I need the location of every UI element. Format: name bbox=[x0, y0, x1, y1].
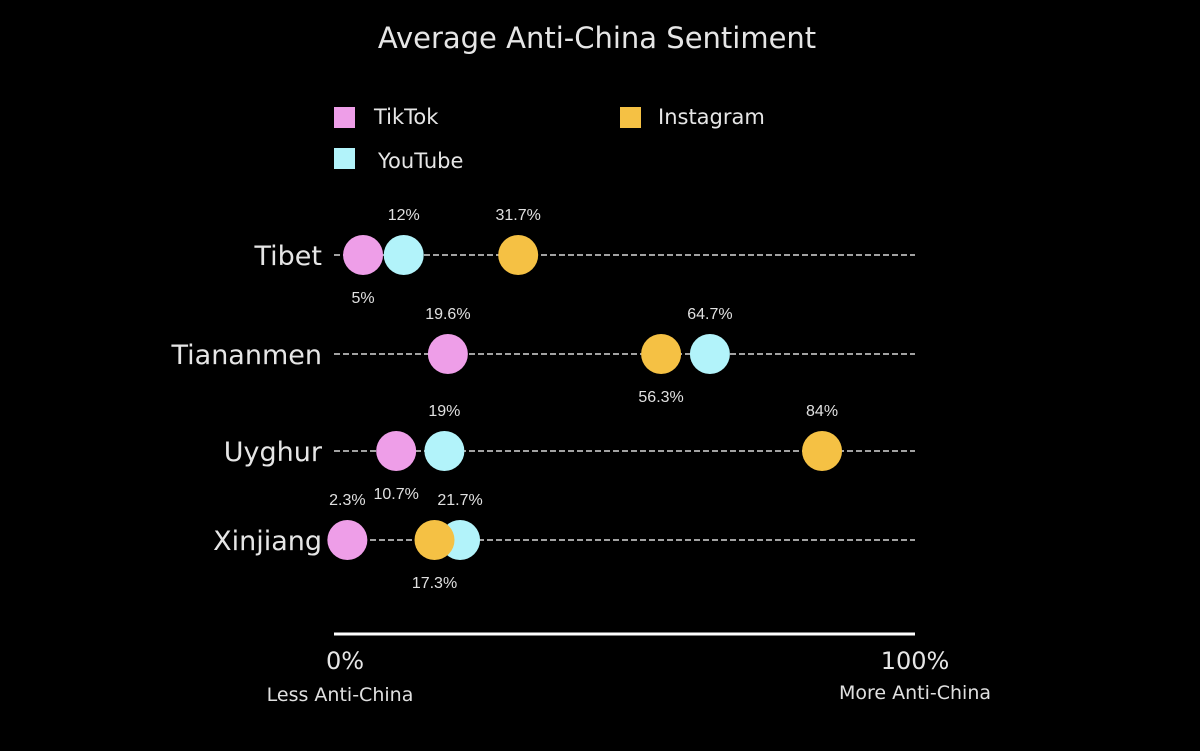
data-label-tiktok-uyghur: 10.7% bbox=[373, 486, 418, 503]
legend: TikTok Instagram YouTube bbox=[334, 105, 765, 173]
data-label-tiktok-tiananmen: 19.6% bbox=[425, 306, 470, 323]
dot-youtube-tiananmen bbox=[689, 334, 730, 374]
dot-youtube-uyghur bbox=[424, 431, 465, 471]
chart-title: Average Anti-China Sentiment bbox=[378, 21, 816, 55]
data-label-instagram-tiananmen: 56.3% bbox=[638, 389, 683, 406]
legend-swatch-instagram bbox=[620, 107, 641, 128]
legend-label-tiktok: TikTok bbox=[373, 105, 439, 129]
data-label-youtube-uyghur: 19% bbox=[428, 403, 460, 420]
dot-youtube-tibet bbox=[383, 235, 424, 275]
dot-tiktok-tibet bbox=[343, 235, 384, 275]
x-axis-min-caption: Less Anti-China bbox=[267, 684, 414, 706]
category-label-tiananmen: Tiananmen bbox=[170, 340, 322, 371]
data-label-instagram-tibet: 31.7% bbox=[495, 207, 540, 224]
data-label-youtube-xinjiang: 21.7% bbox=[437, 492, 482, 509]
data-label-youtube-tibet: 12% bbox=[388, 207, 420, 224]
data-label-youtube-tiananmen: 64.7% bbox=[687, 306, 732, 323]
data-label-tiktok-tibet: 5% bbox=[351, 290, 374, 307]
dot-instagram-tibet bbox=[498, 235, 539, 275]
legend-label-youtube: YouTube bbox=[377, 149, 463, 173]
category-label-xinjiang: Xinjiang bbox=[213, 526, 322, 557]
data-label-tiktok-xinjiang: 2.3% bbox=[329, 492, 365, 509]
dot-tiktok-tiananmen bbox=[427, 334, 468, 374]
category-label-uyghur: Uyghur bbox=[224, 437, 323, 468]
dot-tiktok-uyghur bbox=[376, 431, 417, 471]
legend-swatch-tiktok bbox=[334, 107, 355, 128]
x-axis-min-label: 0% bbox=[326, 647, 364, 675]
legend-swatch-youtube bbox=[334, 148, 355, 169]
dot-instagram-xinjiang bbox=[414, 520, 455, 560]
data-label-instagram-xinjiang: 17.3% bbox=[412, 575, 457, 592]
dot-instagram-tiananmen bbox=[641, 334, 682, 374]
dot-tiktok-xinjiang bbox=[327, 520, 368, 560]
chart-rows: Tibet 5% 12% 31.7% Tiananmen 19.6% 64.7% 56.3% U… bbox=[170, 207, 915, 592]
x-axis-max-caption: More Anti-China bbox=[839, 682, 991, 704]
data-label-instagram-uyghur: 84% bbox=[806, 403, 838, 420]
x-axis-max-label: 100% bbox=[881, 647, 950, 675]
category-label-tibet: Tibet bbox=[254, 241, 323, 272]
legend-label-instagram: Instagram bbox=[658, 105, 765, 129]
dot-instagram-uyghur bbox=[802, 431, 843, 471]
